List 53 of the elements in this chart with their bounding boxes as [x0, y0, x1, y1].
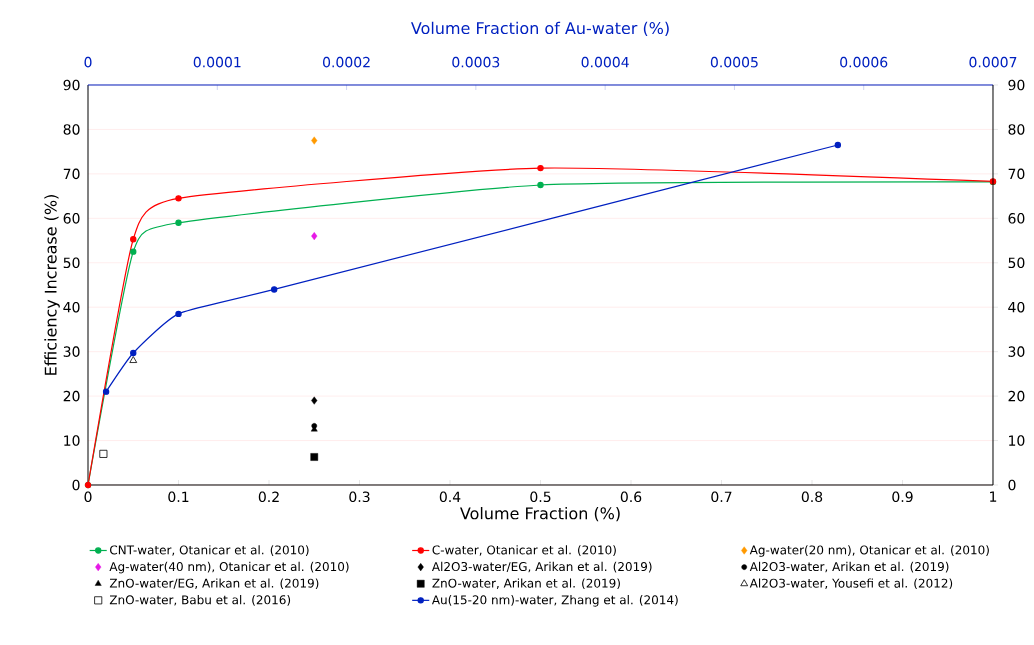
x2-tick-label: 0.0002	[323, 56, 370, 68]
y-tick-label: 40	[63, 301, 80, 313]
legend-label: ZnO-water/EG, Arikan et al. (2019)	[109, 578, 319, 590]
x-tick-label: 0.5	[530, 491, 551, 503]
x-tick-label: 0.9	[892, 491, 913, 503]
x2-tick-label: 0.0007	[969, 56, 1017, 68]
x2-tick-label: 0.0006	[840, 56, 888, 68]
x2-tick-label: 0.0003	[452, 56, 500, 68]
x-tick-label: 0.3	[349, 491, 370, 503]
y-tick-label: 10	[64, 435, 80, 446]
x-tick-label: 0	[84, 491, 92, 503]
y2-tick-label: 40	[1008, 301, 1025, 313]
legend-label: CNT-water, Otanicar et al. (2010)	[110, 545, 309, 556]
x2-tick-label: 0	[84, 56, 92, 68]
legend-label: Ag-water(20 nm), Otanicar et al. (2010)	[749, 545, 989, 557]
y-axis-title: Efficiency Increase (%)	[44, 195, 60, 375]
y-tick-label: 20	[63, 390, 80, 402]
y-tick-label: 60	[63, 213, 80, 224]
legend-label: Al2O3-water, Yousefi et al. (2012)	[749, 578, 953, 590]
x-tick-label: 0.6	[620, 491, 642, 503]
legend-label: C-water, Otanicar et al. (2010)	[432, 545, 616, 556]
x-tick-label: 0.1	[168, 491, 189, 503]
legend-label: ZnO-water, Babu et al. (2016)	[109, 595, 291, 606]
y2-tick-label: 90	[1008, 79, 1025, 91]
x2-tick-label: 0.0004	[581, 56, 629, 68]
y2-tick-label: 30	[1008, 346, 1025, 357]
legend-label: ZnO-water, Arikan et al. (2019)	[432, 578, 620, 590]
x-tick-label: 0.2	[258, 491, 279, 503]
y-tick-label: 90	[63, 79, 80, 91]
x2-tick-label: 0.0001	[193, 56, 241, 68]
y2-tick-label: 60	[1008, 213, 1025, 224]
x2-tick-label: 0.0005	[710, 56, 758, 68]
x-tick-label: 1	[990, 491, 997, 502]
y-tick-label: 0	[72, 479, 80, 491]
x-tick-label: 0.4	[439, 491, 461, 503]
x-tick-label: 0.7	[711, 491, 732, 503]
legend-label: Ag-water(40 nm), Otanicar et al. (2010)	[109, 561, 349, 574]
y2-tick-label: 20	[1008, 390, 1025, 402]
y-tick-label: 70	[63, 168, 80, 180]
y2-tick-label: 10	[1009, 435, 1025, 446]
x-axis-title: Volume Fraction (%)	[460, 506, 620, 522]
y2-tick-label: 70	[1008, 168, 1025, 180]
x-tick-label: 0.8	[801, 491, 823, 503]
y-tick-label: 30	[63, 346, 80, 357]
legend-label: Au(15-20 nm)-water, Zhang et al. (2014)	[431, 595, 678, 607]
y-tick-label: 50	[63, 257, 80, 269]
legend-label: Al2O3-water, Arikan et al. (2019)	[749, 561, 949, 573]
y-tick-label: 80	[63, 124, 80, 135]
x2-axis-title: Volume Fraction of Au-water (%)	[410, 21, 669, 36]
legend-label: Al2O3-water/EG, Arikan et al. (2019)	[431, 561, 652, 573]
y2-tick-label: 50	[1008, 257, 1025, 269]
y2-tick-label: 0	[1008, 479, 1016, 491]
y2-tick-label: 80	[1008, 124, 1025, 135]
